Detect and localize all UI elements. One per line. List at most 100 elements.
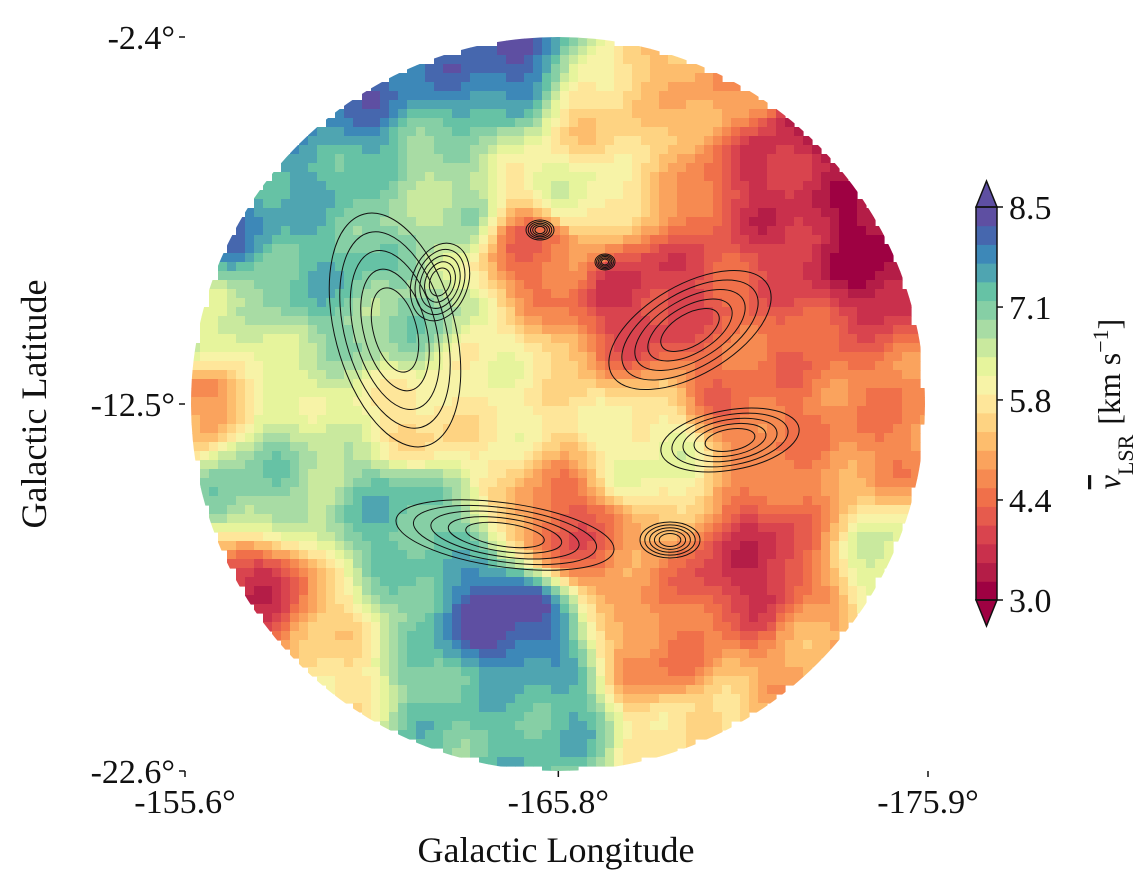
heatmap-cell (245, 244, 255, 254)
heatmap-cell (623, 298, 633, 308)
heatmap-cell (326, 550, 336, 560)
heatmap-cell (308, 136, 318, 146)
heatmap-cell (425, 442, 435, 452)
heatmap-cell (416, 532, 426, 542)
heatmap-cell (650, 100, 660, 110)
heatmap-cell (614, 280, 624, 290)
heatmap-cell (605, 649, 615, 659)
heatmap-cell (587, 298, 597, 308)
heatmap-cell (560, 613, 570, 623)
heatmap-cell (290, 199, 300, 209)
heatmap-cell (380, 280, 390, 290)
heatmap-cell (659, 244, 669, 254)
heatmap-cell (254, 451, 264, 461)
heatmap-cell (731, 586, 741, 596)
heatmap-cell (362, 676, 372, 686)
heatmap-cell (452, 64, 462, 74)
heatmap-cell (767, 640, 777, 650)
heatmap-cell (236, 415, 246, 425)
heatmap-cell (767, 514, 777, 524)
heatmap-cell (443, 253, 453, 263)
heatmap-cell (344, 190, 354, 200)
heatmap-cell (551, 280, 561, 290)
heatmap-cell (731, 676, 741, 686)
heatmap-cell (542, 82, 552, 92)
heatmap-cell (479, 325, 489, 335)
heatmap-cell (452, 595, 462, 605)
heatmap-cell (551, 694, 561, 704)
heatmap-cell (515, 550, 525, 560)
heatmap-cell (245, 262, 255, 272)
heatmap-cell (416, 343, 426, 353)
heatmap-cell (587, 523, 597, 533)
heatmap-cell (767, 406, 777, 416)
heatmap-cell (389, 208, 399, 218)
heatmap-cell (731, 397, 741, 407)
heatmap-cell (731, 532, 741, 542)
heatmap-cell (668, 253, 678, 263)
heatmap-cell (821, 496, 831, 506)
heatmap-cell (308, 649, 318, 659)
heatmap-cell (434, 289, 444, 299)
heatmap-cell (551, 118, 561, 128)
heatmap-cell (245, 460, 255, 470)
heatmap-cell (812, 514, 822, 524)
heatmap-cell (389, 586, 399, 596)
heatmap-cell (839, 226, 849, 236)
heatmap-cell (569, 613, 579, 623)
heatmap-cell (308, 622, 318, 632)
heatmap-cell (704, 505, 714, 515)
heatmap-cell (749, 217, 759, 227)
heatmap-cell (587, 595, 597, 605)
heatmap-cell (299, 415, 309, 425)
heatmap-cell (758, 487, 768, 497)
heatmap-cell (515, 478, 525, 488)
heatmap-cell (821, 172, 831, 182)
heatmap-cell (398, 136, 408, 146)
heatmap-cell (560, 154, 570, 164)
heatmap-cell (506, 424, 516, 434)
heatmap-cell (830, 280, 840, 290)
heatmap-cell (344, 172, 354, 182)
heatmap-cell (812, 307, 822, 317)
heatmap-cell (821, 370, 831, 380)
heatmap-cell (767, 694, 777, 704)
heatmap-cell (821, 298, 831, 308)
heatmap-cell (731, 118, 741, 128)
heatmap-cell (326, 469, 336, 479)
heatmap-cell (641, 136, 651, 146)
heatmap-cell (623, 190, 633, 200)
heatmap-cell (407, 136, 417, 146)
heatmap-cell (227, 316, 237, 326)
heatmap-cell (353, 586, 363, 596)
heatmap-cell (623, 478, 633, 488)
heatmap-cell (677, 253, 687, 263)
heatmap-cell (866, 577, 876, 587)
heatmap-cell (290, 424, 300, 434)
heatmap-cell (299, 226, 309, 236)
heatmap-cell (866, 532, 876, 542)
heatmap-cell (281, 271, 291, 281)
heatmap-cell (641, 397, 651, 407)
heatmap-cell (650, 262, 660, 272)
heatmap-cell (434, 325, 444, 335)
heatmap-cell (317, 532, 327, 542)
heatmap-cell (191, 451, 201, 461)
heatmap-cell (380, 640, 390, 650)
heatmap-cell (776, 433, 786, 443)
heatmap-cell (848, 532, 858, 542)
heatmap-cell (578, 568, 588, 578)
heatmap-cell (641, 505, 651, 515)
heatmap-cell (524, 550, 534, 560)
heatmap-cell (425, 370, 435, 380)
heatmap-cell (623, 109, 633, 119)
heatmap-cell (821, 163, 831, 173)
heatmap-cell (623, 505, 633, 515)
heatmap-cell (299, 640, 309, 650)
heatmap-cell (506, 460, 516, 470)
heatmap-cell (488, 154, 498, 164)
heatmap-cell (506, 343, 516, 353)
heatmap-cell (623, 649, 633, 659)
heatmap-cell (551, 361, 561, 371)
heatmap-cell (848, 613, 858, 623)
